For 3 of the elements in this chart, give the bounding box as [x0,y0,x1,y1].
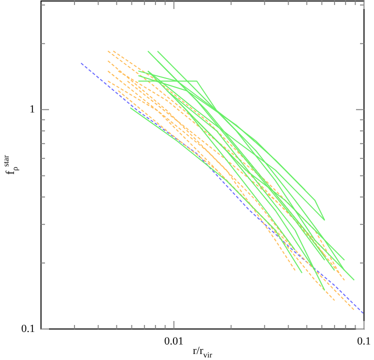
x-tick-label: 0.01 [164,335,184,348]
y-tick-label: 1 [30,104,35,116]
y-axis-title: fρstar [2,154,20,175]
